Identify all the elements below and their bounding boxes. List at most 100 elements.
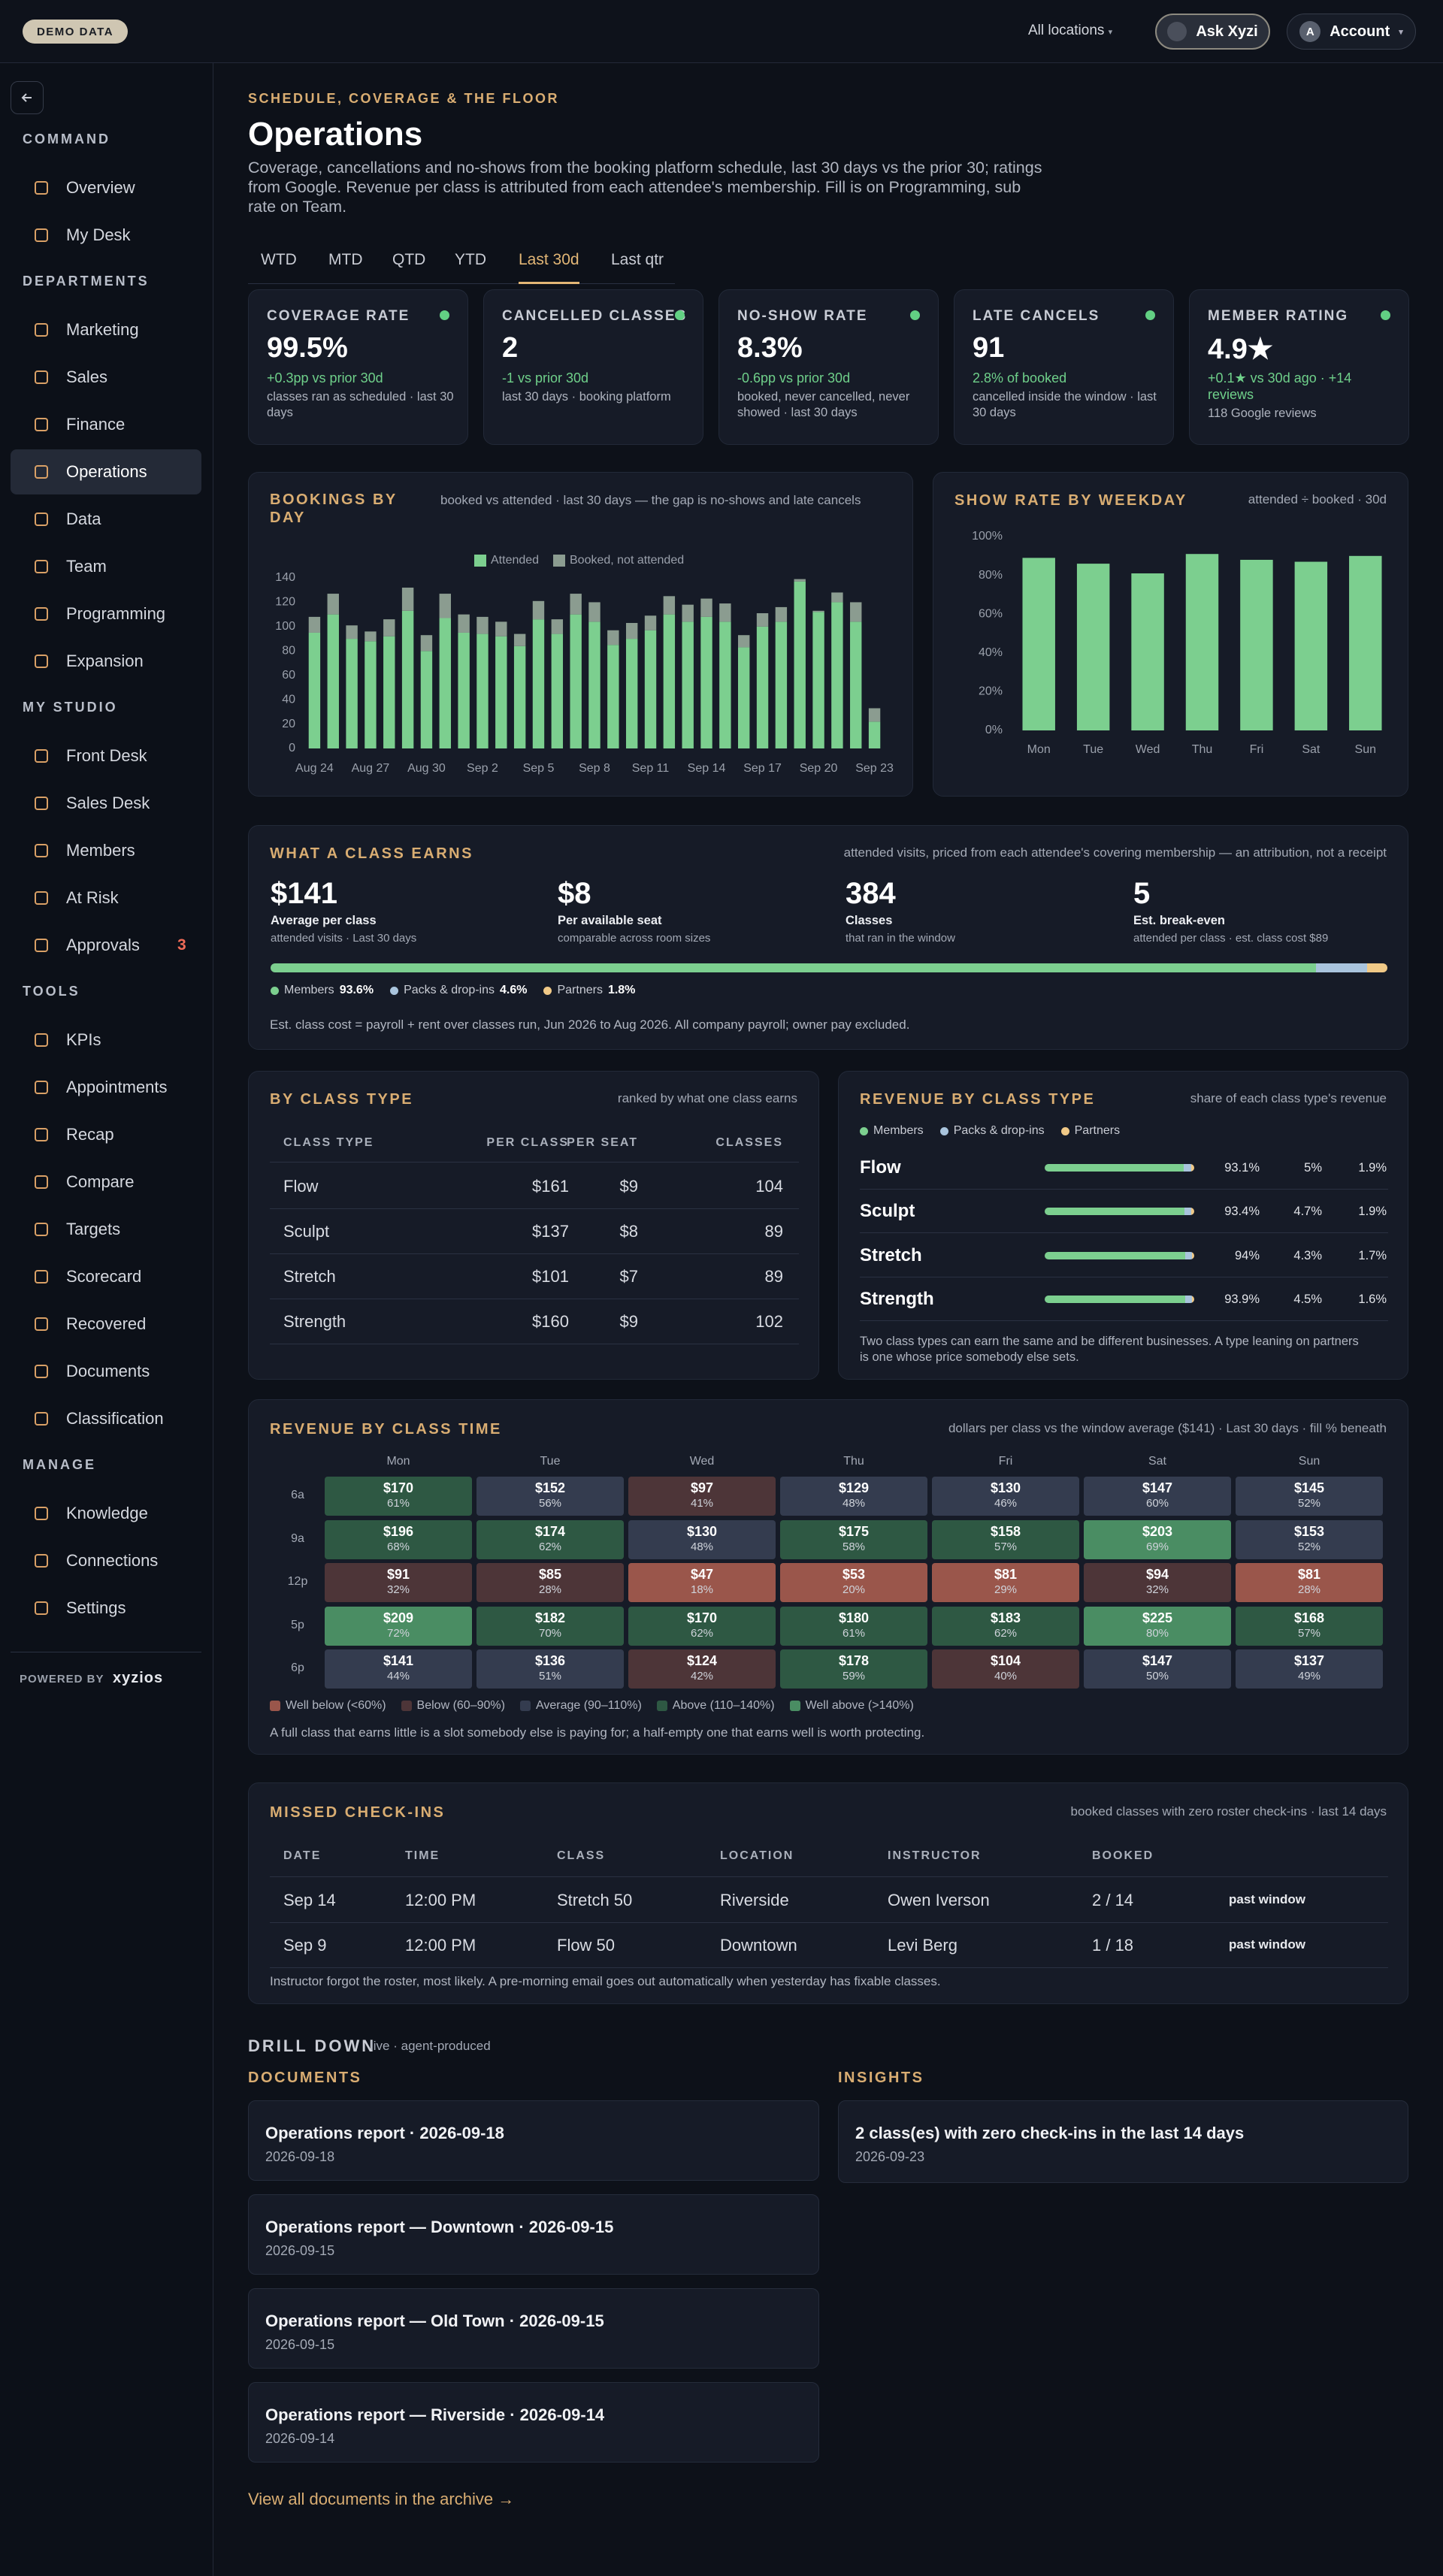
- row-label: 12p: [287, 1575, 308, 1588]
- heat-cell: $85 28%: [476, 1563, 624, 1602]
- footnote: Est. class cost = payroll + rent over cl…: [270, 1017, 910, 1032]
- heat-cell: $81 28%: [1236, 1563, 1383, 1602]
- document-card[interactable]: Operations report — Old Town · 2026-09-1…: [248, 2288, 819, 2369]
- document-title: Operations report — Riverside · 2026-09-…: [265, 2405, 605, 2424]
- tab[interactable]: MTD: [328, 251, 363, 268]
- ask-button[interactable]: Ask Xyzi: [1155, 14, 1270, 50]
- nav-item[interactable]: Expansion: [11, 639, 201, 684]
- nav-label: Targets: [66, 1220, 121, 1238]
- nav-item[interactable]: Sales Desk: [11, 781, 201, 826]
- y-tick-label: 60: [282, 669, 295, 682]
- nav-label: Documents: [66, 1362, 150, 1380]
- nav-item[interactable]: Team: [11, 544, 201, 589]
- tab-rule: [248, 283, 675, 284]
- nav-item[interactable]: Approvals 3: [11, 923, 201, 968]
- nav-item[interactable]: Settings: [11, 1586, 201, 1631]
- nav-item[interactable]: At Risk: [11, 875, 201, 921]
- document-card[interactable]: Operations report — Riverside · 2026-09-…: [248, 2382, 819, 2463]
- nav-label: My Desk: [66, 225, 131, 244]
- mix-bar: [1045, 1208, 1194, 1215]
- icon-shape: [35, 1365, 48, 1378]
- cell-value: $136: [534, 1653, 566, 1668]
- chart-subtitle: attended ÷ booked · 30d: [1248, 492, 1387, 506]
- insight-card[interactable]: 2 class(es) with zero check-ins in the l…: [838, 2100, 1408, 2183]
- collapse-button[interactable]: [11, 81, 44, 114]
- tab[interactable]: Last 30d: [519, 248, 579, 284]
- nav-item[interactable]: KPIs: [11, 1017, 201, 1063]
- cell-value: $104: [990, 1653, 1021, 1668]
- tab[interactable]: YTD: [455, 251, 486, 268]
- bar: [1240, 559, 1273, 730]
- bar: [1076, 564, 1110, 730]
- account-button[interactable]: A Account ▾: [1287, 14, 1416, 50]
- section-header: MANAGE: [23, 1457, 96, 1472]
- tab[interactable]: Last qtr: [611, 251, 664, 268]
- nav-label: Programming: [66, 604, 166, 623]
- stat-note: that ran in the window: [846, 932, 955, 945]
- nav-item[interactable]: Scorecard: [11, 1254, 201, 1299]
- table-header: BOOKED: [1092, 1849, 1154, 1862]
- nav-item[interactable]: Classification: [11, 1396, 201, 1441]
- x-tick-label: Sep 17: [743, 762, 782, 775]
- location-select[interactable]: All locations ▾: [1028, 23, 1112, 39]
- bar: [868, 721, 881, 748]
- nav-label: Team: [66, 557, 107, 576]
- nav-item[interactable]: Recovered: [11, 1302, 201, 1347]
- cell-fill: 57%: [994, 1540, 1018, 1553]
- cell-value: $153: [1293, 1523, 1325, 1539]
- nav-item[interactable]: Members: [11, 828, 201, 873]
- nav-item[interactable]: My Desk: [11, 213, 201, 258]
- nav-item[interactable]: Sales: [11, 355, 201, 400]
- nav-item[interactable]: Front Desk: [11, 733, 201, 779]
- nav-icon: [35, 1507, 48, 1520]
- bar: [513, 646, 526, 748]
- card-subtitle: share of each class type's revenue: [1190, 1091, 1387, 1105]
- nav-item[interactable]: Appointments: [11, 1065, 201, 1110]
- ask-label: Ask Xyzi: [1196, 23, 1258, 40]
- status-label: past window: [1229, 1892, 1305, 1906]
- document-card[interactable]: Operations report · 2026-09-18 2026-09-18: [248, 2100, 819, 2181]
- bar: [346, 625, 358, 639]
- nav-item[interactable]: Finance: [11, 402, 201, 447]
- y-tick-label: 0: [289, 742, 295, 754]
- nav-item[interactable]: Connections: [11, 1538, 201, 1583]
- table-header: PER SEAT: [567, 1136, 638, 1149]
- nav-item[interactable]: Targets: [11, 1207, 201, 1252]
- legend-item: Above (110–140%): [656, 1699, 775, 1713]
- section-header: MY STUDIO: [23, 700, 118, 715]
- stat-value: 384: [846, 877, 896, 910]
- x-tick-label: Wed: [1136, 743, 1160, 756]
- status-dot: [910, 310, 920, 320]
- mix-bar: [1045, 1164, 1194, 1172]
- nav-item[interactable]: Documents: [11, 1349, 201, 1394]
- archive-link[interactable]: View all documents in the archive →: [248, 2490, 515, 2508]
- bar: [625, 622, 638, 639]
- cell-value: $53: [842, 1567, 866, 1582]
- legend-item: Partners: [1060, 1124, 1120, 1138]
- tab[interactable]: QTD: [392, 251, 426, 268]
- tab[interactable]: WTD: [261, 251, 297, 268]
- bar: [401, 610, 414, 748]
- nav-item[interactable]: Overview: [11, 165, 201, 210]
- nav-item[interactable]: Recap: [11, 1112, 201, 1157]
- document-card[interactable]: Operations report — Downtown · 2026-09-1…: [248, 2194, 819, 2275]
- heat-cell: $152 56%: [476, 1477, 624, 1516]
- nav-item[interactable]: Programming: [11, 591, 201, 636]
- bar: [551, 633, 564, 748]
- nav-item[interactable]: Marketing: [11, 307, 201, 352]
- stat-value: $8: [558, 877, 591, 910]
- nav-item[interactable]: Data: [11, 497, 201, 542]
- nav-label: Overview: [66, 178, 135, 197]
- nav-label: Appointments: [66, 1078, 168, 1096]
- legend-value: 1.8%: [607, 984, 636, 996]
- nav-icon: [35, 228, 48, 242]
- x-tick-label: Tue: [1083, 743, 1103, 756]
- class-name: Flow: [860, 1157, 901, 1178]
- stat-label: Classes: [846, 914, 893, 927]
- heat-cell: $147 60%: [1084, 1477, 1231, 1516]
- nav-item[interactable]: Compare: [11, 1160, 201, 1205]
- nav-item[interactable]: Operations: [11, 449, 201, 494]
- nav-item[interactable]: Knowledge: [11, 1491, 201, 1536]
- bar: [794, 579, 806, 582]
